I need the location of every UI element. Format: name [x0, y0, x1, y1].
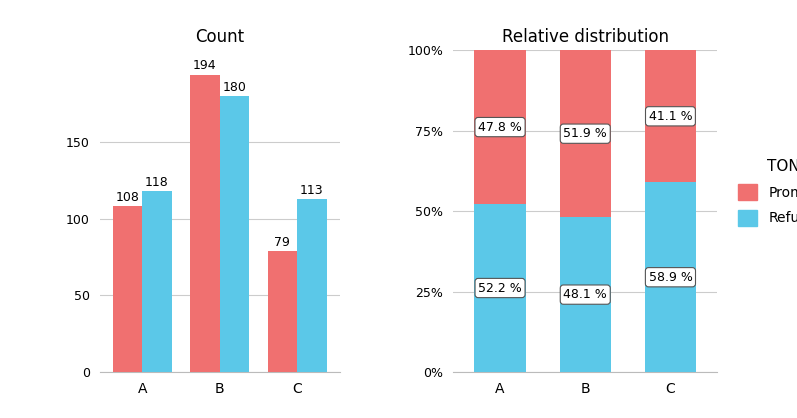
Bar: [474, 50, 525, 204]
Text: 79: 79: [274, 236, 290, 249]
Text: 180: 180: [222, 81, 246, 94]
Text: 58.9 %: 58.9 %: [649, 271, 693, 284]
Legend: Promoting, Refuting: Promoting, Refuting: [732, 154, 797, 231]
Bar: [142, 191, 171, 372]
Bar: [559, 50, 611, 217]
Bar: [220, 96, 249, 372]
Bar: [190, 75, 220, 372]
Bar: [474, 204, 525, 372]
Bar: [559, 217, 611, 372]
Bar: [113, 206, 142, 372]
Bar: [268, 251, 297, 372]
Title: Relative distribution: Relative distribution: [502, 28, 669, 46]
Text: 47.8 %: 47.8 %: [478, 120, 522, 134]
Text: 41.1 %: 41.1 %: [649, 110, 693, 123]
Bar: [645, 182, 696, 372]
Text: 118: 118: [145, 176, 169, 189]
Title: Count: Count: [195, 28, 244, 46]
Text: 113: 113: [300, 184, 324, 196]
Bar: [297, 199, 327, 372]
Text: 108: 108: [116, 191, 139, 204]
Text: 51.9 %: 51.9 %: [563, 127, 607, 140]
Text: 194: 194: [193, 59, 217, 72]
Bar: [645, 50, 696, 182]
Text: 52.2 %: 52.2 %: [478, 281, 522, 295]
Text: 48.1 %: 48.1 %: [563, 288, 607, 301]
